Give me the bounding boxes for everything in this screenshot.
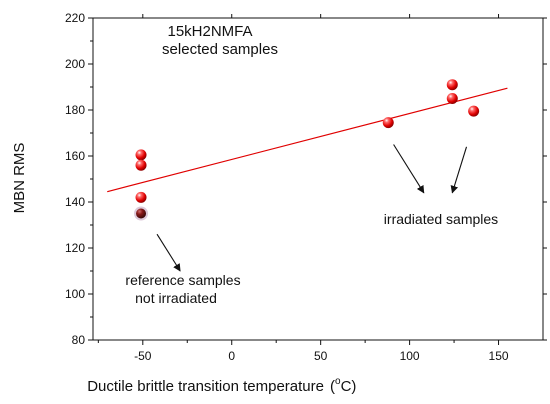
x-tick-label: 0 <box>228 349 235 363</box>
fit-line-group <box>107 87 508 193</box>
y-tick-label: 140 <box>65 195 85 209</box>
data-point <box>135 191 147 203</box>
annotation-reference-line1: reference samples <box>125 272 240 288</box>
y-tick-label: 200 <box>65 57 85 71</box>
fit-line <box>107 87 508 193</box>
data-point <box>136 208 147 219</box>
annotation-arrows <box>156 144 468 272</box>
y-tick-label: 120 <box>65 241 85 255</box>
data-point <box>135 149 147 161</box>
y-tick-label: 180 <box>65 103 85 117</box>
annotation-reference-line2: not irradiated <box>135 290 217 306</box>
annotation-arrow <box>450 146 468 194</box>
y-tick-label: 220 <box>65 11 85 25</box>
data-point <box>446 93 458 104</box>
annotation-arrow <box>156 233 181 272</box>
x-axis-title: Ductile brittle transition temperature <box>87 378 324 395</box>
y-axis-ticks: 80 100 120 140 160 180 200 220 <box>65 11 547 347</box>
x-axis-unit-open: ( <box>330 378 335 395</box>
data-point <box>446 79 458 91</box>
data-point <box>135 159 147 171</box>
y-tick-label: 80 <box>72 333 86 347</box>
y-tick-label: 100 <box>65 287 85 301</box>
y-axis-title: MBN RMS <box>11 143 28 214</box>
annotation-arrow <box>393 144 425 194</box>
y-tick-label: 160 <box>65 149 85 163</box>
data-points <box>134 79 480 221</box>
annotation-irradiated: irradiated samples <box>384 211 498 227</box>
x-axis-unit-close: C) <box>341 378 357 395</box>
x-tick-label: 100 <box>400 349 420 363</box>
x-tick-label: 50 <box>314 349 328 363</box>
data-point <box>382 117 394 129</box>
x-tick-label: -50 <box>134 349 152 363</box>
x-axis-unit: (oC) <box>330 376 356 395</box>
x-tick-label: 150 <box>489 349 509 363</box>
chart-subtitle: selected samples <box>162 41 278 58</box>
x-axis-unit-degree: o <box>335 376 341 387</box>
chart-title: 15kH2NMFA <box>167 23 252 40</box>
data-point <box>468 105 480 117</box>
x-axis-ticks: -50 0 50 100 150 <box>97 14 509 363</box>
